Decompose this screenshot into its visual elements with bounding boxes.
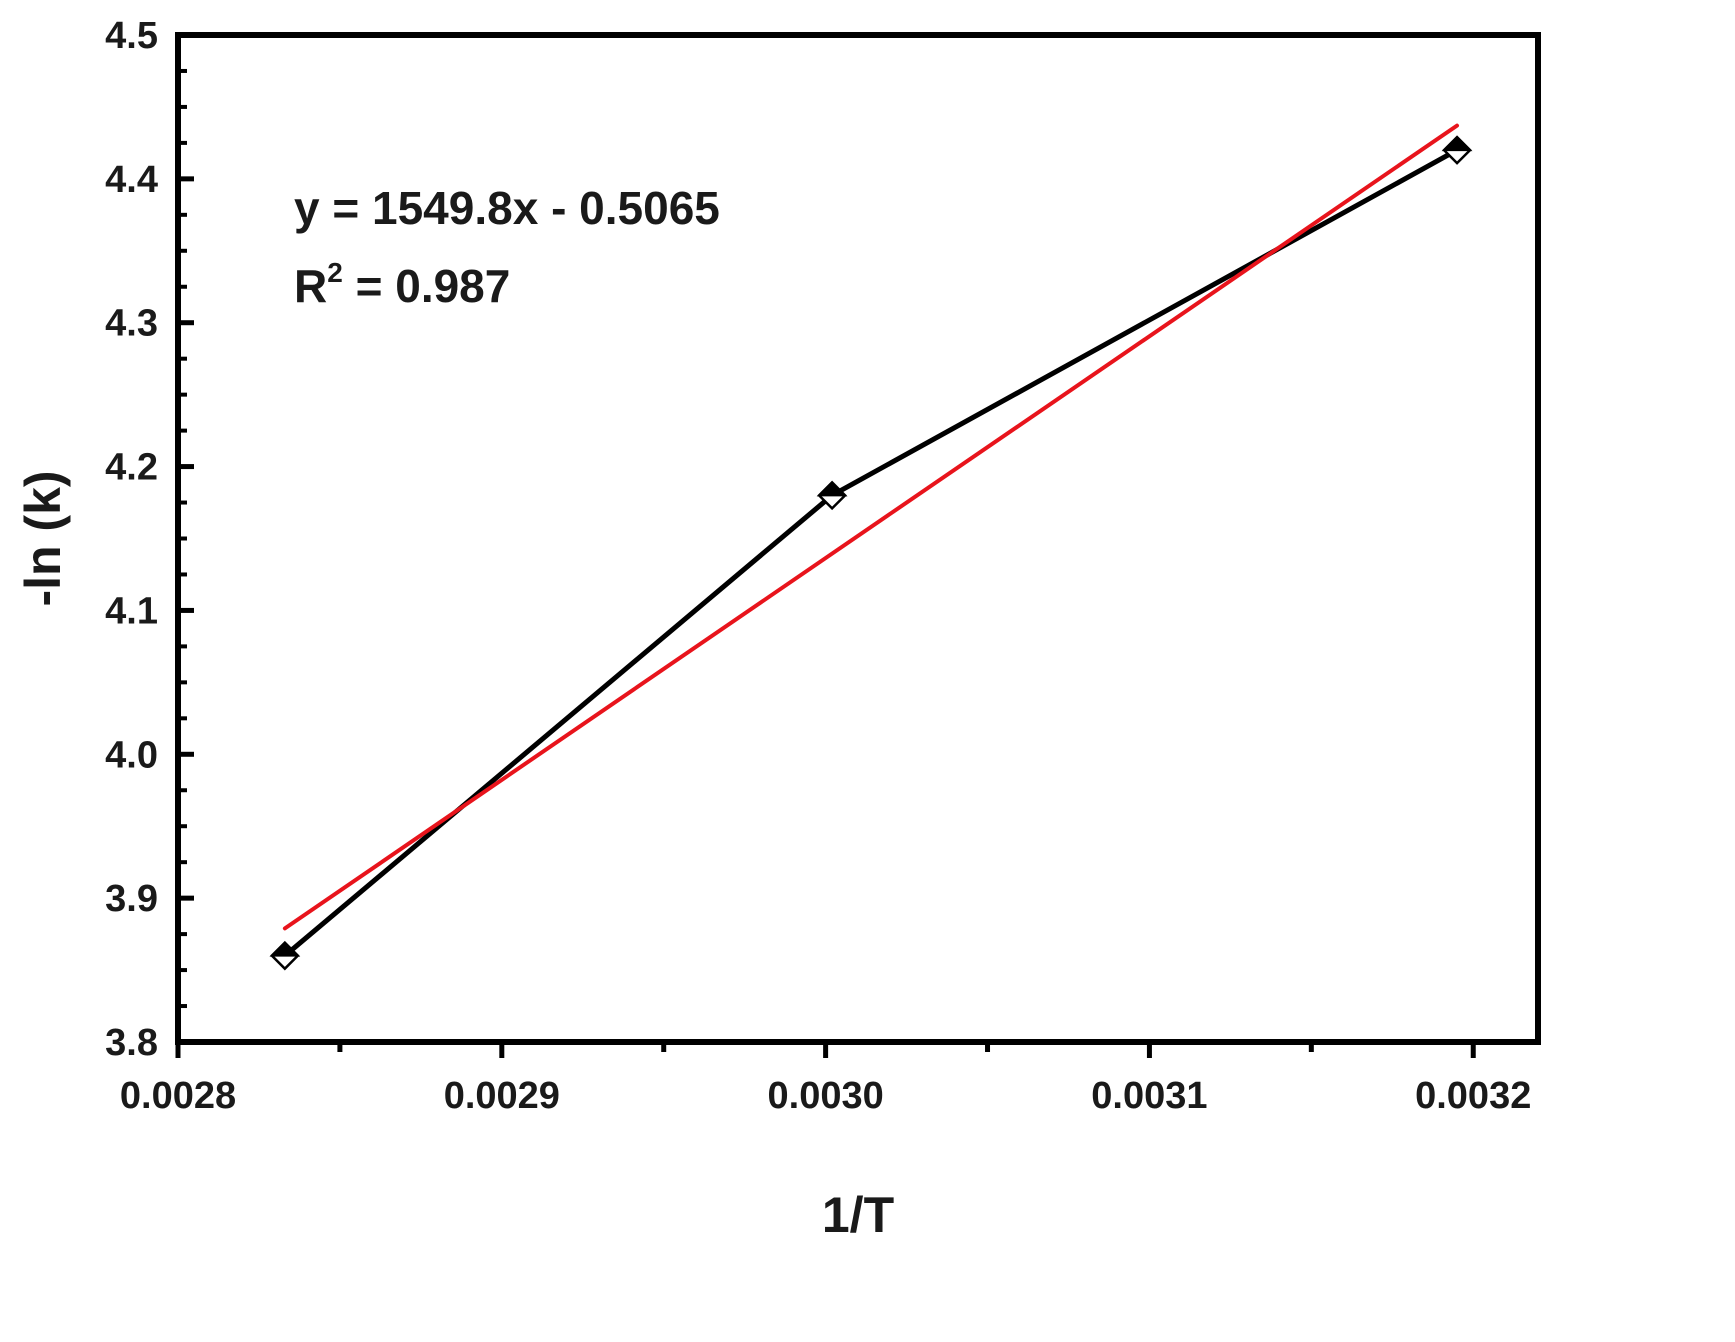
r-squared-label: R2 = 0.987 bbox=[294, 257, 510, 312]
tick-layer bbox=[175, 32, 1476, 1058]
y-tick-label: 3.8 bbox=[105, 1022, 158, 1064]
marker-layer bbox=[269, 135, 1473, 971]
x-tick-label: 0.0030 bbox=[768, 1075, 884, 1117]
plot-area bbox=[178, 35, 1538, 1042]
y-axis-title: -ln (k) bbox=[15, 470, 71, 606]
y-tick-label: 4.1 bbox=[105, 590, 158, 632]
label-layer: 0.0028 0.0029 0.0030 0.0031 0.0032 3.8 3.9 4.0 4… bbox=[15, 15, 1531, 1243]
data-point-marker bbox=[816, 480, 848, 511]
x-tick-label: 0.0031 bbox=[1091, 1075, 1207, 1117]
plot-background bbox=[178, 35, 1538, 1042]
r-squared-superscript: 2 bbox=[327, 257, 343, 288]
x-tick-label: 0.0032 bbox=[1415, 1075, 1531, 1117]
marker-diamond-top-fill bbox=[816, 480, 848, 497]
fit-equation-label: y = 1549.8x - 0.5065 bbox=[294, 182, 720, 234]
x-axis-title: 1/T bbox=[822, 1187, 894, 1243]
y-tick-label: 4.0 bbox=[105, 734, 158, 776]
y-tick-label: 4.4 bbox=[105, 159, 158, 201]
y-tick-label: 4.2 bbox=[105, 447, 158, 489]
x-tick-label: 0.0028 bbox=[120, 1075, 236, 1117]
marker-diamond-top-fill bbox=[269, 941, 301, 957]
y-tick-label: 4.3 bbox=[105, 303, 158, 345]
marker-diamond-top-fill bbox=[1441, 135, 1473, 152]
r-squared-value: = 0.987 bbox=[343, 260, 511, 312]
y-tick-label: 3.9 bbox=[105, 878, 158, 920]
data-point-marker bbox=[1441, 135, 1473, 165]
annotation-layer: y = 1549.8x - 0.5065 R2 = 0.987 bbox=[294, 182, 720, 312]
y-tick-label: 4.5 bbox=[105, 15, 158, 57]
x-tick-label: 0.0029 bbox=[444, 1075, 560, 1117]
r-squared-base: R bbox=[294, 260, 327, 312]
fit-line bbox=[282, 123, 1459, 931]
data-point-marker bbox=[269, 940, 301, 971]
